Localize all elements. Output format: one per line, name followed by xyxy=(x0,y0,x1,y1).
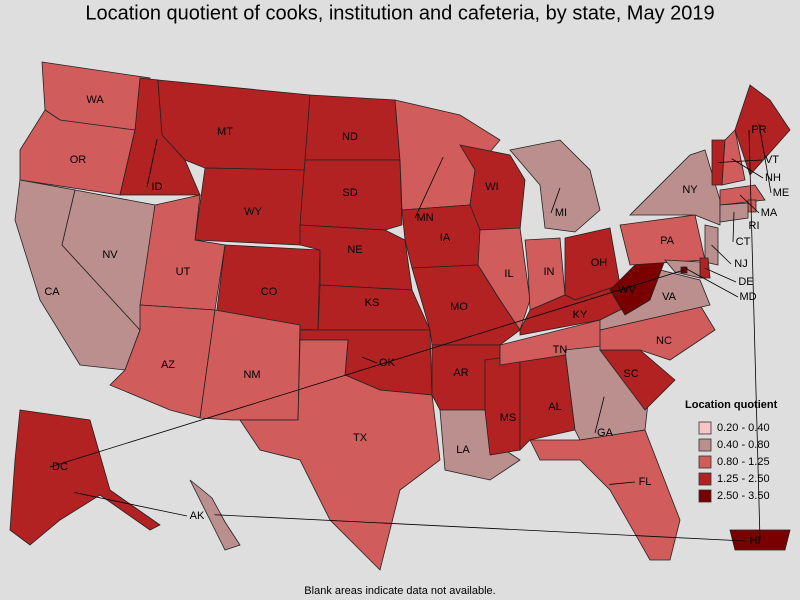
state-label: NC xyxy=(656,335,672,347)
state-label: IL xyxy=(504,268,513,280)
state-label: ME xyxy=(773,187,790,199)
state-label: LA xyxy=(456,444,470,456)
state-label: IN xyxy=(544,266,555,278)
legend-swatch xyxy=(698,421,712,435)
state-label: WA xyxy=(86,94,104,106)
callout-line xyxy=(732,211,735,243)
state-shape xyxy=(9,409,161,546)
footnote: Blank areas indicate data not available. xyxy=(304,585,495,597)
state-label: NE xyxy=(347,244,362,256)
legend-swatch xyxy=(698,455,712,469)
state-label: SC xyxy=(623,368,638,380)
state-label: WV xyxy=(618,284,636,296)
callout-line xyxy=(594,396,605,434)
state-label: AZ xyxy=(161,359,175,371)
state-label: KS xyxy=(365,297,380,309)
state-label: ID xyxy=(152,181,163,193)
callout-line xyxy=(74,492,188,517)
states xyxy=(9,61,791,571)
state-label: AK xyxy=(190,510,205,522)
state-label: OR xyxy=(70,154,87,166)
state-label: DE xyxy=(738,276,753,288)
callout-line xyxy=(684,267,739,298)
state-label: CT xyxy=(736,236,751,248)
state-shape xyxy=(239,339,441,571)
callout-line xyxy=(361,356,378,364)
callout-line xyxy=(704,267,737,283)
callout-line xyxy=(758,123,772,194)
state-label: OK xyxy=(379,357,396,369)
state-label: VA xyxy=(662,291,677,303)
state-shape xyxy=(509,139,601,233)
state-label: WI xyxy=(485,181,498,193)
legend-label: 1.25 - 2.50 xyxy=(717,473,770,485)
state-label: TN xyxy=(553,344,568,356)
state-label: MA xyxy=(761,207,778,219)
callout-line xyxy=(717,159,763,163)
state-label: SD xyxy=(342,187,357,199)
state-label: OH xyxy=(591,257,608,269)
state-label: MN xyxy=(416,212,433,224)
legend-label: 0.40 - 0.80 xyxy=(717,439,770,451)
callout-line xyxy=(49,269,685,468)
state-label: AR xyxy=(453,367,468,379)
state-shape xyxy=(629,149,721,226)
state-label: CA xyxy=(44,286,60,298)
state-label: MD xyxy=(739,291,756,303)
callout-line xyxy=(739,194,760,214)
state-label: NM xyxy=(243,369,260,381)
state-shape xyxy=(734,84,791,176)
state-label: RI xyxy=(749,220,760,232)
state-label: WY xyxy=(244,206,262,218)
state-shape xyxy=(721,129,746,186)
map-title: Location quotient of cooks, institution … xyxy=(85,2,714,24)
state-label: KY xyxy=(573,309,588,321)
legend-swatch xyxy=(698,489,712,503)
state-labels: WA OR CA NV ID MT WY UT CO AZ NM ND SD NE KS OK TX MN IA MO… xyxy=(44,94,789,547)
state-label: FL xyxy=(639,476,652,488)
state-label: ND xyxy=(342,131,358,143)
legend-swatch xyxy=(698,472,712,486)
state-label: AL xyxy=(548,401,561,413)
state-label: VT xyxy=(765,154,779,166)
state-label: NV xyxy=(102,249,118,261)
state-label: MT xyxy=(217,126,233,138)
legend: Location quotient 0.20 - 0.40 0.40 - 0.80… xyxy=(685,399,778,503)
state-label: GA xyxy=(597,427,614,439)
callout-line xyxy=(214,514,746,542)
legend-label: 0.80 - 1.25 xyxy=(717,456,770,468)
legend-swatch xyxy=(698,438,712,452)
callout-line xyxy=(550,187,561,214)
state-label: MI xyxy=(555,207,567,219)
callout-line xyxy=(146,138,158,188)
state-label: NJ xyxy=(734,258,747,270)
state-label: UT xyxy=(176,266,191,278)
state-label: IA xyxy=(440,232,451,244)
callout-line xyxy=(711,244,732,265)
state-label: TX xyxy=(353,432,368,444)
callout-line xyxy=(731,158,764,179)
state-label: PR xyxy=(751,124,766,136)
callout-line xyxy=(414,156,444,219)
state-label: MO xyxy=(450,301,468,313)
legend-label: 0.20 - 0.40 xyxy=(717,422,770,434)
state-shape xyxy=(304,94,401,161)
state-shape xyxy=(299,159,403,231)
callout-line xyxy=(609,481,636,485)
legend-label: 2.50 - 3.50 xyxy=(717,490,770,502)
state-label: PA xyxy=(660,235,675,247)
legend-title: Location quotient xyxy=(685,399,778,411)
state-label: CO xyxy=(261,286,278,298)
state-shape xyxy=(484,354,521,456)
state-shape xyxy=(529,429,681,561)
state-label: NY xyxy=(682,184,698,196)
state-shape xyxy=(719,184,766,206)
state-shape xyxy=(199,309,301,421)
callout-line xyxy=(748,129,761,541)
state-label: MS xyxy=(500,412,517,424)
state-label: DC xyxy=(52,461,68,473)
state-label: HI xyxy=(750,535,761,547)
